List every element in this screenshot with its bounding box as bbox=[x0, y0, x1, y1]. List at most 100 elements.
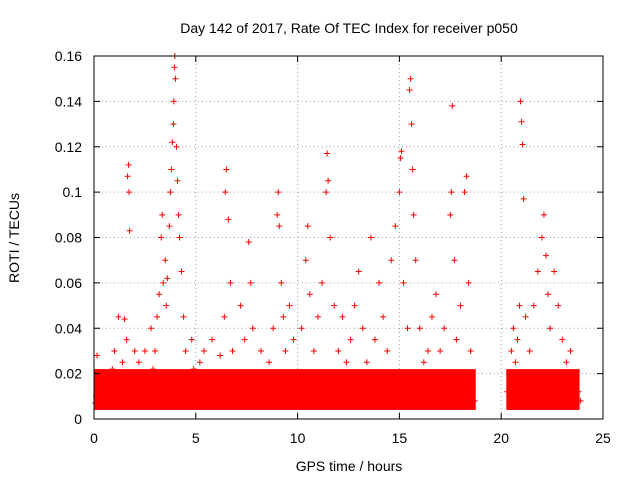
data-point bbox=[174, 177, 181, 184]
data-point bbox=[388, 257, 395, 264]
dense-data-band bbox=[94, 369, 476, 410]
data-point bbox=[445, 370, 452, 377]
data-point bbox=[424, 347, 431, 354]
data-point bbox=[237, 302, 244, 309]
data-point bbox=[319, 279, 326, 286]
data-point bbox=[407, 75, 414, 82]
data-point bbox=[125, 161, 132, 168]
data-point bbox=[396, 189, 403, 196]
data-point bbox=[380, 313, 387, 320]
data-point bbox=[163, 302, 170, 309]
data-point bbox=[547, 325, 554, 332]
data-point bbox=[154, 313, 161, 320]
x-tick-label: 15 bbox=[392, 430, 408, 446]
data-point bbox=[135, 359, 142, 366]
data-point bbox=[519, 141, 526, 148]
y-tick-label: 0.08 bbox=[55, 230, 82, 246]
data-point bbox=[327, 234, 334, 241]
data-point bbox=[159, 211, 166, 218]
data-point bbox=[119, 359, 126, 366]
data-point bbox=[94, 352, 101, 359]
data-point bbox=[376, 279, 383, 286]
data-point bbox=[217, 352, 224, 359]
data-point bbox=[156, 291, 163, 298]
data-point bbox=[101, 381, 108, 388]
x-axis-ticks: 0 5 10 15 20 25 bbox=[90, 56, 611, 446]
data-point bbox=[266, 359, 273, 366]
data-point bbox=[233, 370, 240, 377]
data-point bbox=[504, 388, 511, 395]
data-point bbox=[575, 388, 582, 395]
data-point bbox=[170, 121, 177, 128]
data-point bbox=[172, 75, 179, 82]
data-point bbox=[123, 336, 130, 343]
data-point bbox=[137, 391, 144, 398]
y-tick-label: 0.06 bbox=[55, 275, 82, 291]
y-tick-label: 0.02 bbox=[55, 366, 82, 382]
data-point bbox=[351, 302, 358, 309]
data-point bbox=[249, 325, 256, 332]
data-point bbox=[245, 239, 252, 246]
data-point bbox=[290, 336, 297, 343]
data-point bbox=[213, 370, 220, 377]
data-point bbox=[339, 313, 346, 320]
data-point bbox=[227, 279, 234, 286]
data-point bbox=[166, 223, 173, 230]
x-tick-label: 0 bbox=[90, 430, 98, 446]
data-point bbox=[355, 268, 362, 275]
data-point bbox=[131, 347, 138, 354]
data-point bbox=[126, 189, 133, 196]
data-point bbox=[167, 189, 174, 196]
data-point bbox=[148, 325, 155, 332]
data-point bbox=[276, 223, 283, 230]
data-point bbox=[514, 336, 521, 343]
data-point bbox=[222, 189, 229, 196]
data-point bbox=[542, 252, 549, 259]
data-point bbox=[412, 257, 419, 264]
data-point bbox=[540, 211, 547, 218]
y-tick-label: 0 bbox=[74, 411, 82, 427]
data-point bbox=[471, 397, 478, 404]
data-point bbox=[162, 257, 169, 264]
data-point bbox=[262, 381, 269, 388]
data-point bbox=[141, 347, 148, 354]
data-point bbox=[184, 370, 191, 377]
data-point bbox=[551, 268, 558, 275]
data-point bbox=[282, 347, 289, 354]
data-point bbox=[280, 313, 287, 320]
data-point bbox=[115, 313, 122, 320]
data-point bbox=[400, 279, 407, 286]
data-point bbox=[451, 257, 458, 264]
data-point bbox=[164, 275, 171, 282]
data-point bbox=[209, 336, 216, 343]
data-point bbox=[331, 302, 338, 309]
data-point bbox=[410, 211, 417, 218]
data-point bbox=[298, 325, 305, 332]
data-point bbox=[152, 347, 159, 354]
data-point bbox=[314, 313, 321, 320]
x-tick-label: 20 bbox=[493, 430, 509, 446]
data-point bbox=[392, 223, 399, 230]
data-point bbox=[192, 388, 199, 395]
data-point bbox=[516, 302, 523, 309]
data-point bbox=[437, 347, 444, 354]
data-point bbox=[168, 166, 175, 173]
data-point bbox=[545, 291, 552, 298]
chart-title: Day 142 of 2017, Rate Of TEC Index for r… bbox=[180, 20, 518, 36]
data-point bbox=[304, 223, 311, 230]
data-point bbox=[247, 279, 254, 286]
data-point bbox=[117, 384, 124, 391]
y-tick-label: 0.12 bbox=[55, 139, 82, 155]
data-point bbox=[406, 87, 413, 94]
data-point bbox=[200, 347, 207, 354]
data-point bbox=[113, 372, 120, 379]
data-point bbox=[158, 234, 165, 241]
x-tick-label: 5 bbox=[192, 430, 200, 446]
data-point bbox=[359, 325, 366, 332]
data-point bbox=[274, 211, 281, 218]
data-point bbox=[526, 347, 533, 354]
data-point bbox=[121, 316, 128, 323]
data-point bbox=[196, 359, 203, 366]
data-point bbox=[518, 118, 525, 125]
